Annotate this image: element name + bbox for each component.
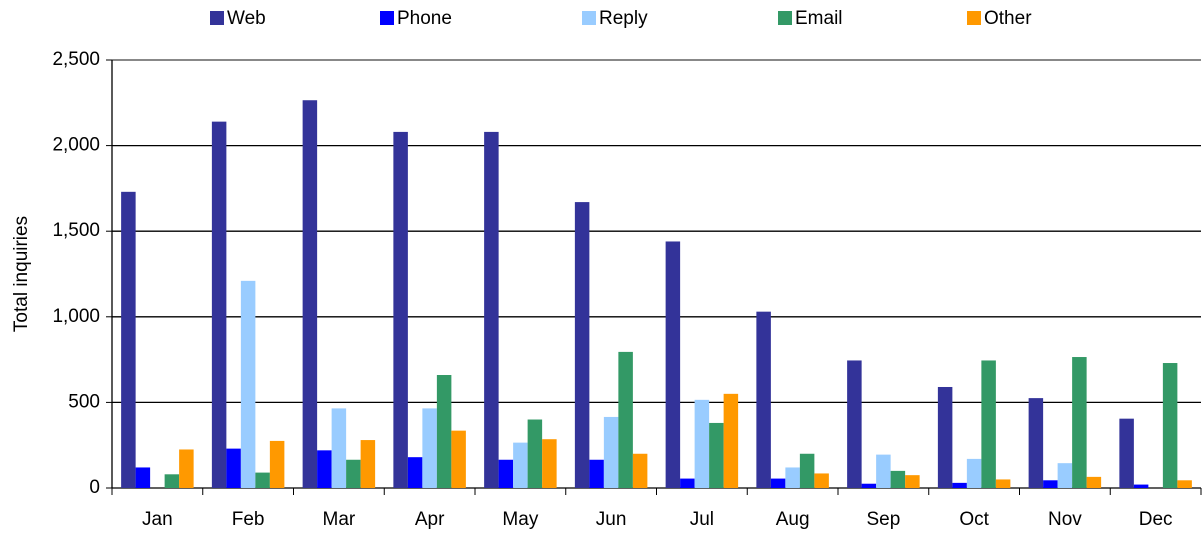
bar bbox=[164, 474, 180, 488]
x-tick-label: Sep bbox=[866, 509, 900, 530]
x-tick-label: Feb bbox=[232, 509, 265, 530]
bar bbox=[1162, 363, 1178, 488]
bar bbox=[574, 202, 590, 488]
bar bbox=[121, 191, 136, 488]
bar bbox=[1057, 463, 1073, 488]
bar bbox=[302, 100, 318, 489]
bar bbox=[211, 121, 227, 488]
y-tick-label: 500 bbox=[68, 391, 100, 412]
legend-swatch bbox=[582, 11, 596, 25]
bar bbox=[709, 422, 724, 488]
bar bbox=[756, 311, 771, 488]
bar bbox=[861, 483, 877, 488]
bar bbox=[890, 470, 906, 488]
bar bbox=[785, 467, 800, 488]
bar bbox=[1086, 476, 1102, 488]
bar bbox=[770, 478, 786, 488]
bar bbox=[422, 408, 437, 488]
bar bbox=[542, 439, 557, 488]
bar bbox=[498, 459, 514, 488]
bar bbox=[255, 472, 270, 488]
bar bbox=[603, 416, 619, 488]
bar bbox=[694, 399, 710, 488]
legend-label: Email bbox=[795, 8, 843, 29]
y-tick-label: 1,000 bbox=[52, 306, 100, 327]
legend-label: Reply bbox=[599, 8, 648, 29]
legend-swatch bbox=[210, 11, 224, 25]
bar bbox=[952, 482, 967, 488]
bar bbox=[317, 450, 332, 488]
x-tick-label: Jul bbox=[690, 509, 714, 530]
x-tick-label: Mar bbox=[323, 509, 356, 530]
bar bbox=[995, 479, 1011, 488]
legend-label: Web bbox=[227, 8, 266, 29]
bar bbox=[1028, 398, 1044, 488]
bar bbox=[937, 386, 953, 488]
bar bbox=[346, 459, 361, 488]
bar bbox=[680, 478, 695, 488]
bar bbox=[393, 131, 408, 489]
bar bbox=[981, 360, 996, 488]
bar bbox=[135, 467, 151, 488]
y-tick-label: 2,000 bbox=[52, 135, 100, 156]
bar bbox=[799, 453, 815, 488]
x-tick-label: Apr bbox=[415, 509, 445, 530]
bar bbox=[905, 475, 920, 488]
bar bbox=[847, 360, 862, 488]
x-tick-label: Oct bbox=[959, 509, 989, 530]
bar bbox=[723, 393, 739, 488]
legend-swatch bbox=[967, 11, 981, 25]
bar bbox=[240, 280, 256, 488]
y-tick-label: 2,500 bbox=[52, 49, 100, 70]
bar bbox=[527, 419, 543, 488]
bar bbox=[179, 449, 194, 488]
bar bbox=[484, 131, 499, 489]
y-axis-label: Total inquiries bbox=[11, 216, 32, 332]
x-tick-label: Jan bbox=[142, 509, 173, 530]
bar bbox=[269, 440, 285, 488]
bar bbox=[618, 351, 633, 488]
x-tick-label: May bbox=[502, 509, 538, 530]
y-tick-label: 1,500 bbox=[52, 220, 100, 241]
bar bbox=[436, 375, 452, 488]
bar bbox=[665, 241, 681, 488]
bar bbox=[632, 453, 648, 488]
bar bbox=[1119, 418, 1134, 488]
legend-label: Other bbox=[984, 8, 1032, 29]
bar bbox=[1072, 357, 1087, 488]
bar bbox=[876, 454, 891, 488]
bar bbox=[226, 448, 241, 488]
bar bbox=[451, 430, 466, 488]
bar bbox=[513, 442, 528, 488]
bar bbox=[966, 458, 982, 488]
bar bbox=[331, 408, 347, 488]
bar bbox=[589, 459, 604, 488]
y-tick-label: 0 bbox=[89, 477, 100, 498]
x-tick-label: Jun bbox=[596, 509, 627, 530]
bar bbox=[814, 473, 829, 488]
x-tick-label: Dec bbox=[1139, 509, 1173, 530]
bar bbox=[407, 457, 423, 488]
x-tick-label: Nov bbox=[1048, 509, 1082, 530]
bar bbox=[1177, 480, 1192, 488]
x-tick-label: Aug bbox=[776, 509, 810, 530]
legend-swatch bbox=[778, 11, 792, 25]
bar bbox=[1043, 480, 1058, 488]
bar bbox=[360, 440, 376, 488]
legend-swatch bbox=[380, 11, 394, 25]
bar bbox=[1133, 484, 1149, 488]
legend-label: Phone bbox=[397, 8, 452, 29]
